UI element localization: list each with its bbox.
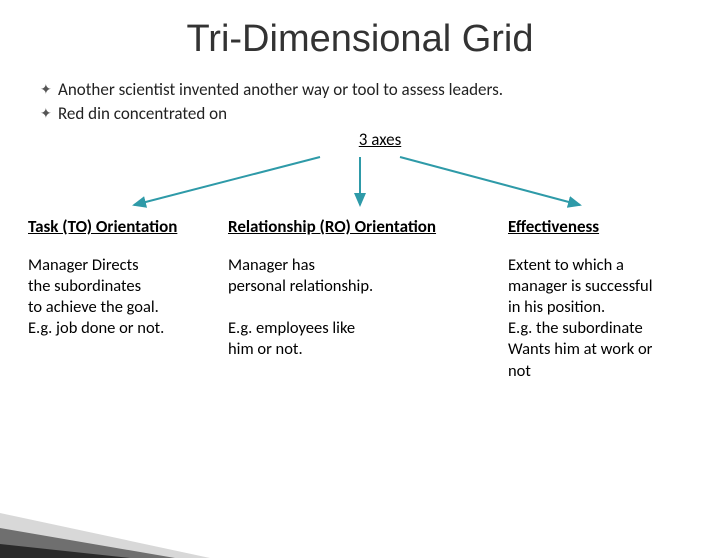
bullet-marker-icon: ✦	[40, 103, 58, 125]
arrow-left	[134, 157, 320, 205]
axes-label: 3 axes	[40, 129, 720, 150]
column-body: Manager has personal relationship. E.g. …	[228, 255, 508, 361]
arrows-diagram	[0, 150, 720, 212]
column-body: Manager Directs the subordinates to achi…	[28, 255, 228, 339]
column-heading: Task (TO) Orientation	[28, 216, 228, 237]
bullet-marker-icon: ✦	[40, 79, 58, 101]
arrow-right	[400, 157, 580, 205]
column-effectiveness: Effectiveness Extent to which a manager …	[508, 216, 698, 382]
bullet-list: ✦ Another scientist invented another way…	[40, 79, 720, 125]
bullet-text: Red din concentrated on	[58, 103, 227, 124]
bullet-item: ✦ Another scientist invented another way…	[40, 79, 720, 101]
corner-decor-icon	[0, 448, 260, 558]
bullet-item: ✦ Red din concentrated on	[40, 103, 720, 125]
column-heading: Relationship (RO) Orientation	[228, 216, 508, 237]
bullet-text: Another scientist invented another way o…	[58, 79, 503, 100]
column-relationship-orientation: Relationship (RO) Orientation Manager ha…	[228, 216, 508, 382]
columns-container: Task (TO) Orientation Manager Directs th…	[0, 216, 720, 382]
column-heading: Effectiveness	[508, 216, 698, 237]
page-title: Tri-Dimensional Grid	[0, 18, 720, 61]
column-task-orientation: Task (TO) Orientation Manager Directs th…	[28, 216, 228, 382]
column-body: Extent to which a manager is successful …	[508, 255, 698, 382]
